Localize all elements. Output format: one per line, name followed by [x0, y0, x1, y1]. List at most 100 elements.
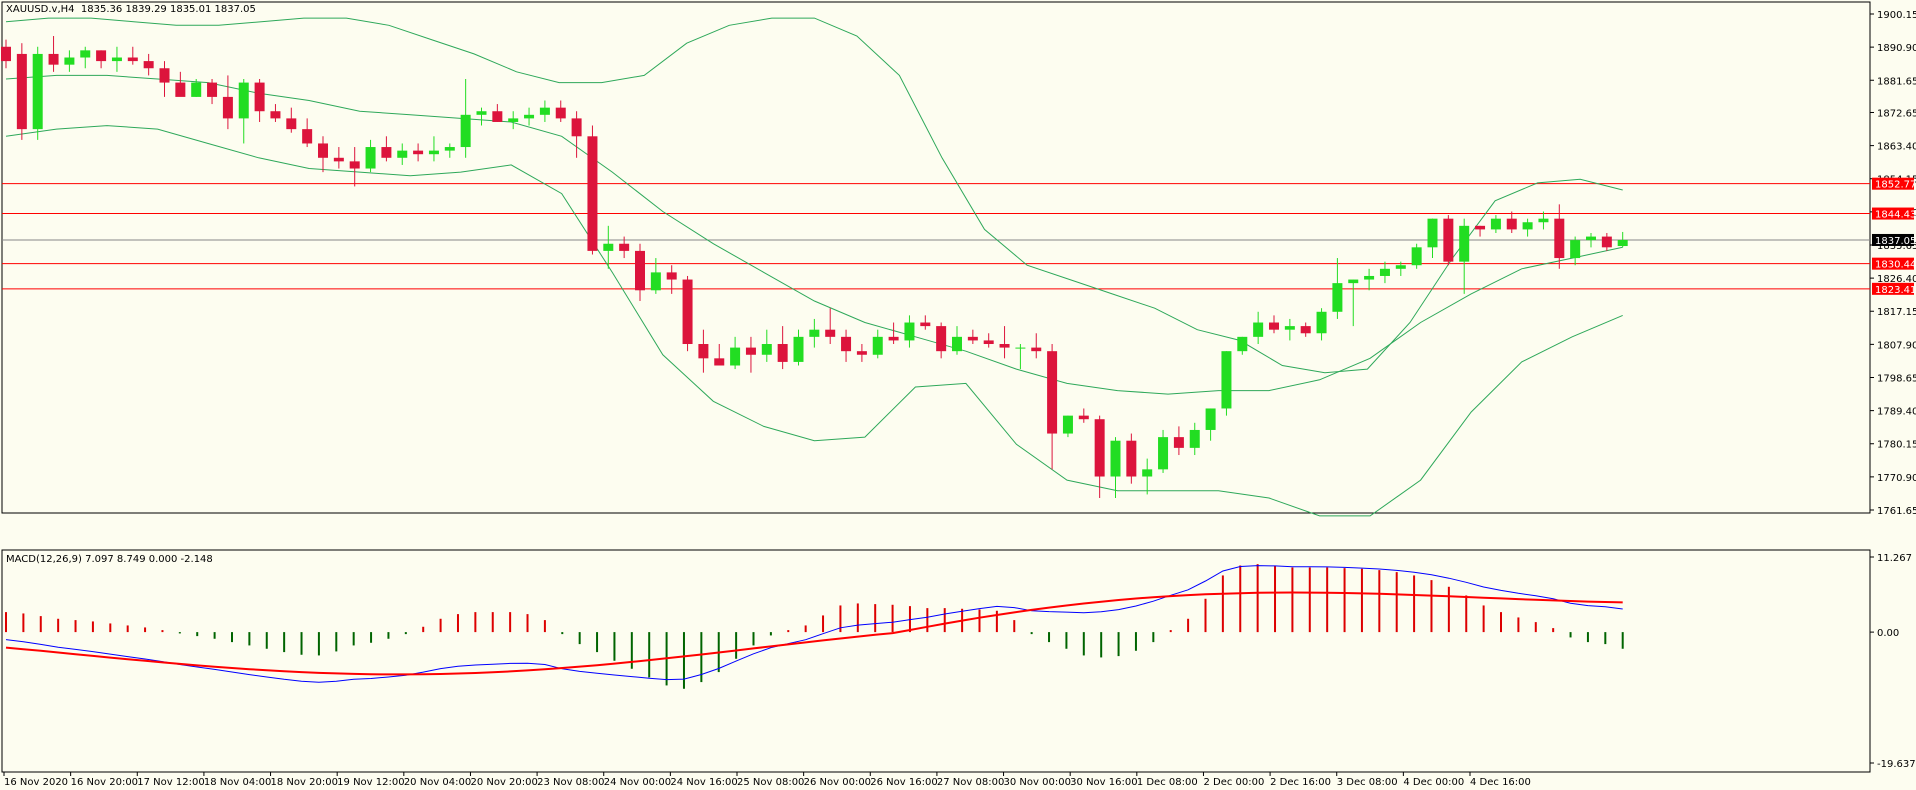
price-level-badge [1872, 207, 1914, 220]
time-axis: 16 Nov 2020 16 Nov 20:00 17 Nov 12:00 18 No… [2, 771, 1870, 788]
candle [1078, 408, 1089, 423]
price-tick-label: 1817.15 [1877, 307, 1916, 318]
candle [952, 326, 962, 355]
candle-body [1189, 429, 1200, 448]
candle [1332, 258, 1343, 319]
time-tick-label: 19 Nov 12:00 [337, 777, 404, 788]
candle [730, 336, 741, 370]
candle [650, 258, 661, 294]
macd-tick-label: -19.637 [1877, 759, 1916, 770]
candle-body [1237, 336, 1248, 352]
candle-body [1, 46, 11, 62]
price-tick-label: 1807.90 [1877, 340, 1916, 351]
candle-body [302, 129, 313, 144]
candle-body [1506, 218, 1517, 230]
candle-body [48, 53, 59, 65]
candle [1, 39, 11, 69]
candle [444, 143, 455, 158]
candle [96, 50, 107, 69]
price-tick-label: 1770.90 [1877, 473, 1916, 484]
candle-body [730, 347, 741, 366]
candle-body [1110, 440, 1121, 477]
candle-body [476, 111, 487, 115]
candle [270, 104, 281, 122]
time-tick-label: 4 Dec 16:00 [1470, 777, 1531, 788]
bollinger-lower-band [5, 125, 1623, 517]
candle [920, 315, 931, 330]
bollinger-upper-band [5, 17, 1623, 374]
candle [1047, 344, 1058, 470]
candle [539, 100, 550, 122]
candle [1490, 215, 1501, 233]
candle-body [793, 336, 804, 362]
candle [64, 50, 75, 72]
candle-body [761, 344, 772, 355]
candle [349, 147, 360, 187]
candle-body [1015, 347, 1026, 349]
candle [809, 318, 820, 348]
candle [1554, 204, 1565, 269]
candle-body [745, 347, 756, 355]
candle-body [397, 150, 408, 158]
candle [1158, 429, 1169, 473]
candle-body [1078, 415, 1089, 420]
candle-body [1316, 311, 1327, 334]
time-tick-label: 24 Nov 16:00 [670, 777, 737, 788]
candle-body [143, 61, 154, 69]
time-tick-label: 30 Nov 00:00 [1004, 777, 1071, 788]
time-tick-label: 30 Nov 16:00 [1070, 777, 1137, 788]
candle-body [1617, 239, 1628, 247]
time-tick-label: 16 Nov 20:00 [71, 777, 138, 788]
candle-body [381, 147, 392, 158]
candle-body [1062, 415, 1073, 434]
price-tick-label: 1780.15 [1877, 440, 1916, 451]
candle-body [238, 82, 249, 119]
candle [1205, 408, 1216, 441]
candle [1031, 333, 1042, 359]
time-tick-label: 18 Nov 20:00 [271, 777, 338, 788]
price-level-label: 1852.77 [1875, 180, 1916, 191]
candle-body [191, 82, 202, 97]
candle-body [1253, 322, 1264, 337]
candle [1395, 261, 1406, 276]
symbol-timeframe: XAUUSD.v,H4 [6, 4, 75, 15]
candle [967, 329, 978, 345]
time-tick-label: 23 Nov 08:00 [537, 777, 604, 788]
candle [587, 125, 598, 255]
candle-body [1379, 268, 1390, 276]
time-tick-label: 1 Dec 08:00 [1137, 777, 1198, 788]
candle-body [650, 272, 661, 291]
candle-body [1459, 225, 1470, 262]
candle-body [1047, 351, 1058, 434]
candle-body [999, 344, 1010, 348]
main-price-plot: 1900.151890.901881.651872.651863.401854.… [1, 1, 1916, 517]
candle [841, 329, 852, 362]
candle-body [603, 243, 614, 251]
candle-body [508, 118, 519, 122]
candle [714, 344, 725, 366]
candle-body [222, 96, 233, 119]
candle-body [524, 114, 535, 119]
candle [159, 61, 170, 97]
candle [1522, 218, 1533, 237]
candle [143, 53, 154, 76]
price-level-badge [1872, 282, 1914, 295]
price-tick-label: 1863.40 [1877, 142, 1916, 153]
candle-body [777, 344, 788, 362]
price-tick-label: 1890.90 [1877, 43, 1916, 54]
candle [32, 46, 43, 140]
price-level-label: 1844.43 [1875, 210, 1916, 221]
candle [872, 329, 883, 359]
candle [745, 336, 756, 373]
candle [111, 46, 122, 72]
candle-body [571, 118, 582, 137]
candle-body [888, 336, 899, 341]
candle [175, 71, 186, 97]
price-level-badge [1872, 177, 1914, 190]
candle-body [635, 250, 645, 291]
candle-body [856, 351, 867, 355]
candle [508, 111, 519, 130]
candle-body [413, 150, 424, 155]
candle-body [1538, 218, 1549, 223]
